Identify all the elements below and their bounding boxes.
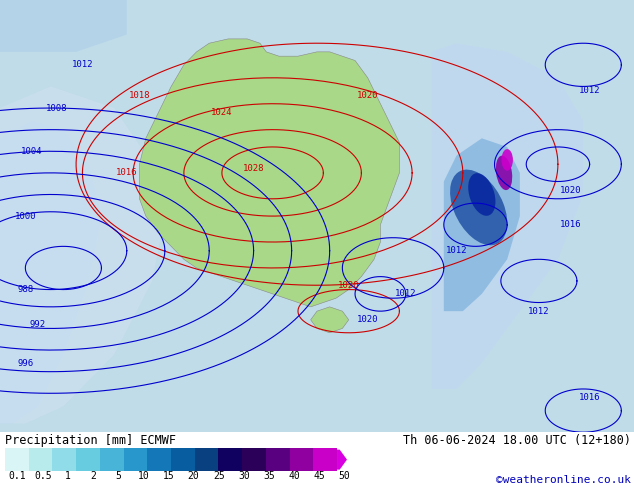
Bar — [147, 448, 171, 471]
Text: 1018: 1018 — [129, 91, 150, 99]
Text: 0.5: 0.5 — [34, 471, 51, 481]
Text: 1020: 1020 — [357, 315, 378, 324]
Polygon shape — [139, 39, 399, 307]
Text: 2: 2 — [90, 471, 96, 481]
Text: 1020: 1020 — [338, 281, 359, 290]
Text: 1020: 1020 — [560, 186, 581, 195]
Bar — [266, 448, 290, 471]
Bar — [100, 448, 124, 471]
Text: 1012: 1012 — [579, 86, 600, 95]
Text: 0.1: 0.1 — [9, 471, 27, 481]
Polygon shape — [444, 138, 520, 311]
Text: 1012: 1012 — [395, 290, 417, 298]
Text: 1008: 1008 — [46, 103, 68, 113]
Text: 25: 25 — [213, 471, 224, 481]
Text: 1020: 1020 — [357, 91, 378, 99]
Ellipse shape — [450, 170, 507, 245]
Text: 10: 10 — [138, 471, 149, 481]
Bar — [29, 448, 53, 471]
Text: 1012: 1012 — [72, 60, 93, 69]
Text: 15: 15 — [162, 471, 174, 481]
Bar — [76, 448, 100, 471]
Text: 30: 30 — [238, 471, 250, 481]
Bar — [195, 448, 219, 471]
Text: 45: 45 — [313, 471, 325, 481]
Polygon shape — [0, 0, 127, 52]
Bar — [124, 448, 147, 471]
Text: 35: 35 — [263, 471, 275, 481]
Text: 1016: 1016 — [560, 220, 581, 229]
Text: Precipitation [mm] ECMWF: Precipitation [mm] ECMWF — [5, 435, 176, 447]
FancyArrow shape — [337, 450, 347, 469]
Bar — [313, 448, 337, 471]
Text: 1000: 1000 — [15, 212, 36, 220]
Bar — [219, 448, 242, 471]
Polygon shape — [431, 43, 583, 389]
Text: 996: 996 — [17, 359, 34, 368]
Text: 988: 988 — [17, 285, 34, 294]
Text: 1016: 1016 — [579, 393, 600, 402]
Text: Th 06-06-2024 18.00 UTC (12+180): Th 06-06-2024 18.00 UTC (12+180) — [403, 435, 631, 447]
Bar — [53, 448, 76, 471]
Text: 992: 992 — [30, 319, 46, 329]
Polygon shape — [311, 307, 349, 333]
Text: 1004: 1004 — [21, 147, 42, 156]
Polygon shape — [0, 86, 165, 423]
Text: 50: 50 — [339, 471, 350, 481]
Bar — [290, 448, 313, 471]
Polygon shape — [0, 121, 101, 423]
Text: 5: 5 — [115, 471, 121, 481]
Text: 1012: 1012 — [446, 246, 467, 255]
Text: 1028: 1028 — [243, 164, 264, 173]
Text: 40: 40 — [288, 471, 300, 481]
Text: 1024: 1024 — [211, 108, 233, 117]
Text: 1012: 1012 — [528, 307, 550, 316]
Ellipse shape — [496, 156, 512, 190]
Ellipse shape — [501, 149, 513, 171]
Text: 1016: 1016 — [116, 169, 138, 177]
Text: 20: 20 — [188, 471, 200, 481]
Bar — [5, 448, 29, 471]
Ellipse shape — [468, 173, 496, 216]
Text: ©weatheronline.co.uk: ©weatheronline.co.uk — [496, 475, 631, 486]
Bar — [242, 448, 266, 471]
Text: 1: 1 — [65, 471, 71, 481]
Bar — [171, 448, 195, 471]
